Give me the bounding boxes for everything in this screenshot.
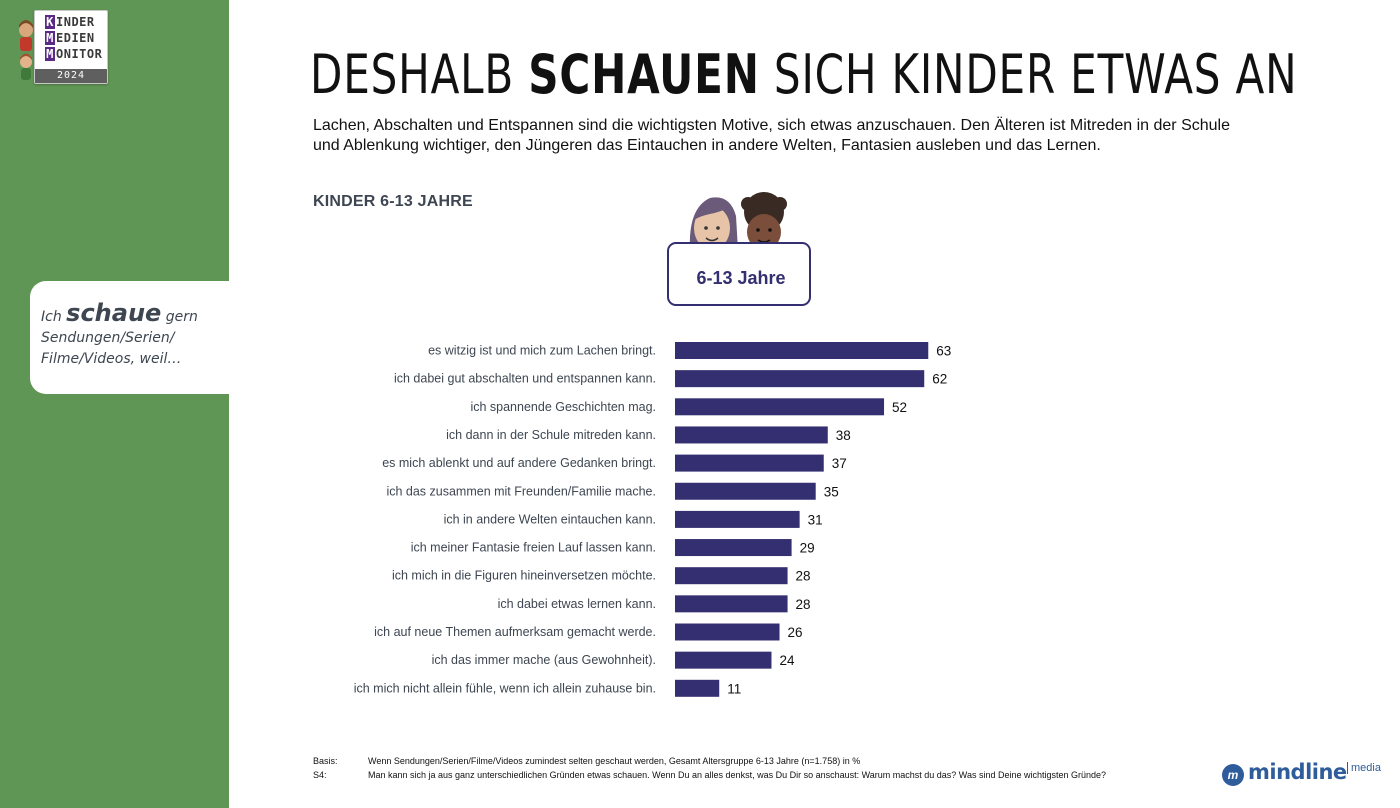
logo-initial: M (45, 31, 55, 45)
page-title: Deshalb schauen sich Kinder etwas an (310, 40, 1297, 110)
title-part-1: Deshalb (310, 43, 515, 106)
title-part-3: sich Kinder etwas an (773, 43, 1298, 106)
footer-notes: Basis: Wenn Sendungen/Serien/Filme/Videos… (313, 754, 1213, 782)
value-label: 11 (727, 681, 741, 696)
bar (675, 510, 800, 528)
value-label: 63 (936, 344, 951, 359)
category-label: ich mich in die Figuren hineinversetzen … (392, 569, 656, 583)
brand-name: mindline (1248, 760, 1347, 784)
bubble-text: Ich schaue gern Sendungen/Serien/ Filme/… (41, 301, 221, 370)
footer-question-row: S4: Man kann sich ja aus ganz unterschied… (313, 768, 1213, 782)
bubble-suffix: gern (165, 309, 198, 325)
bar (675, 539, 792, 557)
value-label: 31 (808, 512, 823, 527)
footer-basis-row: Basis: Wenn Sendungen/Serien/Filme/Videos… (313, 754, 1213, 768)
value-label: 29 (800, 541, 815, 556)
badge-label: 6-13 Jahre (696, 268, 786, 288)
footer-basis-key: Basis: (313, 756, 338, 766)
section-label: KINDER 6-13 JAHRE (313, 193, 473, 210)
category-label: ich mich nicht allein fühle, wenn ich al… (354, 681, 656, 695)
value-label: 28 (796, 597, 811, 612)
bar (675, 482, 816, 500)
speech-bubble: Ich schaue gern Sendungen/Serien/ Filme/… (30, 281, 229, 394)
value-label: 37 (832, 456, 847, 471)
category-label: ich dabei gut abschalten und entspannen … (394, 372, 656, 386)
category-label: ich dabei etwas lernen kann. (498, 597, 656, 611)
footer-question-text: Man kann sich ja aus ganz unterschiedlic… (368, 770, 1107, 780)
bar-chart: es witzig ist und mich zum Lachen bringt… (354, 342, 951, 697)
bar (675, 679, 720, 697)
bar (675, 567, 788, 585)
bubble-prefix: Ich (41, 309, 62, 325)
value-label: 26 (788, 625, 803, 640)
category-label: ich auf neue Themen aufmerksam gemacht w… (374, 625, 656, 639)
bar (675, 426, 828, 444)
bubble-emphasis: schaue (66, 299, 162, 327)
category-label: es witzig ist und mich zum Lachen bringt… (428, 344, 656, 358)
value-label: 38 (836, 428, 851, 443)
bar (675, 398, 885, 416)
value-label: 52 (892, 400, 907, 415)
value-label: 35 (824, 484, 839, 499)
category-label: ich das zusammen mit Freunden/Familie ma… (386, 484, 656, 498)
bubble-line-3: Filme/Videos, weil… (41, 351, 182, 367)
bubble-line-2: Sendungen/Serien/ (41, 330, 175, 346)
intro-text: Lachen, Abschalten und Entspannen sind d… (313, 117, 1230, 154)
value-label: 62 (932, 372, 947, 387)
bar (675, 595, 788, 613)
category-label: ich spannende Geschichten mag. (470, 400, 656, 414)
category-label: ich das immer mache (aus Gewohnheit). (432, 653, 656, 667)
logo-initial: K (45, 15, 55, 29)
category-label: ich dann in der Schule mitreden kann. (446, 428, 656, 442)
logo-word-medien: EDIEN (56, 31, 95, 45)
logo-word-monitor: ONITOR (56, 47, 103, 61)
category-label: es mich ablenkt und auf andere Gedanken … (382, 456, 656, 470)
logo-card: K INDER M EDIEN M ONITOR 2024 (34, 10, 108, 84)
kinder-medien-monitor-logo: K INDER M EDIEN M ONITOR 2024 (14, 8, 109, 84)
mindline-mark-icon: m (1222, 764, 1244, 786)
logo-line-3: M ONITOR (45, 47, 105, 61)
category-label: ich in andere Welten eintauchen kann. (444, 512, 656, 526)
bar (675, 623, 780, 641)
logo-word-kinder: INDER (56, 15, 95, 29)
title-part-2: schauen (528, 43, 760, 106)
logo-year: 2024 (35, 69, 107, 83)
bar (675, 342, 929, 359)
logo-initial: M (45, 47, 55, 61)
logo-line-1: K INDER (45, 15, 105, 29)
bar (675, 454, 824, 472)
mindline-logo: m mindline media (1222, 760, 1382, 790)
age-group-badge: 6-13 Jahre (664, 190, 814, 308)
value-label: 24 (779, 653, 795, 668)
badge-box: 6-13 Jahre (667, 242, 811, 306)
value-label: 28 (796, 569, 811, 584)
footer-question-key: S4: (313, 770, 327, 780)
brand-sub: media (1347, 762, 1381, 774)
bar (675, 651, 772, 669)
category-label: ich meiner Fantasie freien Lauf lassen k… (411, 541, 656, 555)
logo-line-2: M EDIEN (45, 31, 105, 45)
sidebar-panel: K INDER M EDIEN M ONITOR 2024 Ich schaue ge… (0, 0, 229, 808)
kids-illustration-icon (19, 20, 33, 80)
bar (675, 370, 925, 388)
footer-basis-text: Wenn Sendungen/Serien/Filme/Videos zumin… (368, 756, 861, 766)
